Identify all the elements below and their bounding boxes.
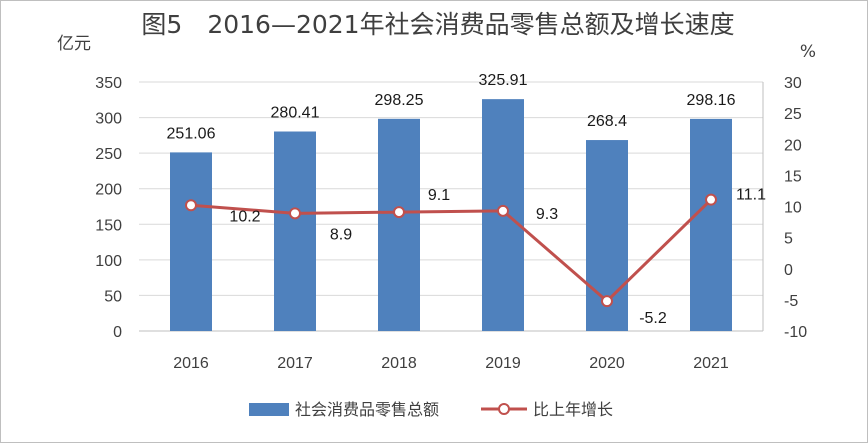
y-tick-label: 0	[113, 324, 122, 341]
line-marker	[705, 193, 717, 206]
y-tick-label: 350	[95, 75, 122, 92]
line-series	[185, 193, 717, 308]
y-tick-label: 300	[95, 111, 122, 128]
data-labels: 251.06 280.41 298.25 325.91 268.4 298.16 10.2 8…	[167, 72, 767, 327]
legend-line-marker	[498, 403, 510, 415]
y2-tick-label: -10	[784, 324, 807, 341]
line-data-label: 9.1	[428, 187, 450, 204]
chart-title: 图5 2016—2021年社会消费品零售总额及增长速度	[141, 10, 734, 39]
y-axis-unit-label: 亿元	[57, 34, 91, 54]
line-data-label: -5.2	[639, 310, 667, 327]
y-tick-label: 100	[95, 253, 122, 270]
bar	[690, 118, 732, 331]
line-data-label: 9.3	[536, 206, 558, 223]
x-tick-label: 2017	[277, 355, 313, 372]
line-data-label: 10.2	[229, 208, 260, 225]
bar-data-label: 325.91	[479, 72, 528, 89]
legend-bar-label: 社会消费品零售总额	[295, 400, 439, 419]
y2-tick-label: 5	[784, 231, 793, 248]
legend-line-label: 比上年增长	[533, 400, 613, 419]
y2-tick-label: 10	[784, 200, 802, 217]
y2-tick-label: 15	[784, 168, 802, 185]
bar	[170, 152, 212, 331]
line-data-label: 8.9	[330, 226, 352, 243]
x-tick-label: 2016	[173, 355, 209, 372]
legend: 社会消费品零售总额 比上年增长	[249, 400, 613, 419]
y2-tick-label: 20	[784, 137, 802, 154]
line-data-label: 11.1	[736, 187, 766, 204]
line-marker	[393, 206, 405, 219]
line-marker	[185, 199, 197, 212]
y2-axis-unit-label: %	[800, 42, 816, 62]
bar	[378, 118, 420, 331]
y-tick-label: 150	[95, 217, 122, 234]
bar-data-label: 298.16	[687, 92, 736, 109]
bar-data-label: 251.06	[167, 125, 216, 142]
y-tick-label: 50	[104, 288, 122, 305]
bar-series	[170, 99, 732, 332]
bar-data-label: 268.4	[587, 113, 627, 130]
y2-tick-label: -5	[784, 293, 798, 310]
x-tick-label: 2021	[693, 355, 729, 372]
bar-data-label: 298.25	[375, 92, 424, 109]
bar	[274, 131, 316, 331]
line-marker	[497, 204, 509, 217]
bar-data-label: 280.41	[271, 105, 320, 122]
y2-tick-label: 25	[784, 106, 802, 123]
line-marker	[289, 207, 301, 220]
y-tick-label: 200	[95, 182, 122, 199]
line-marker	[601, 295, 613, 308]
y-tick-label: 250	[95, 146, 122, 163]
x-tick-label: 2019	[485, 355, 521, 372]
growth-line	[190, 198, 713, 303]
x-tick-label: 2020	[589, 355, 625, 372]
gridlines	[139, 81, 763, 296]
legend-bar-swatch	[249, 403, 289, 416]
y2-tick-label: 30	[784, 75, 802, 92]
axes: 0 50 100 150 200 250 300 350 -10 -5 0 5 10 15 20 25 30 20…	[95, 75, 807, 372]
x-tick-label: 2018	[381, 355, 417, 372]
y2-tick-label: 0	[784, 262, 793, 279]
